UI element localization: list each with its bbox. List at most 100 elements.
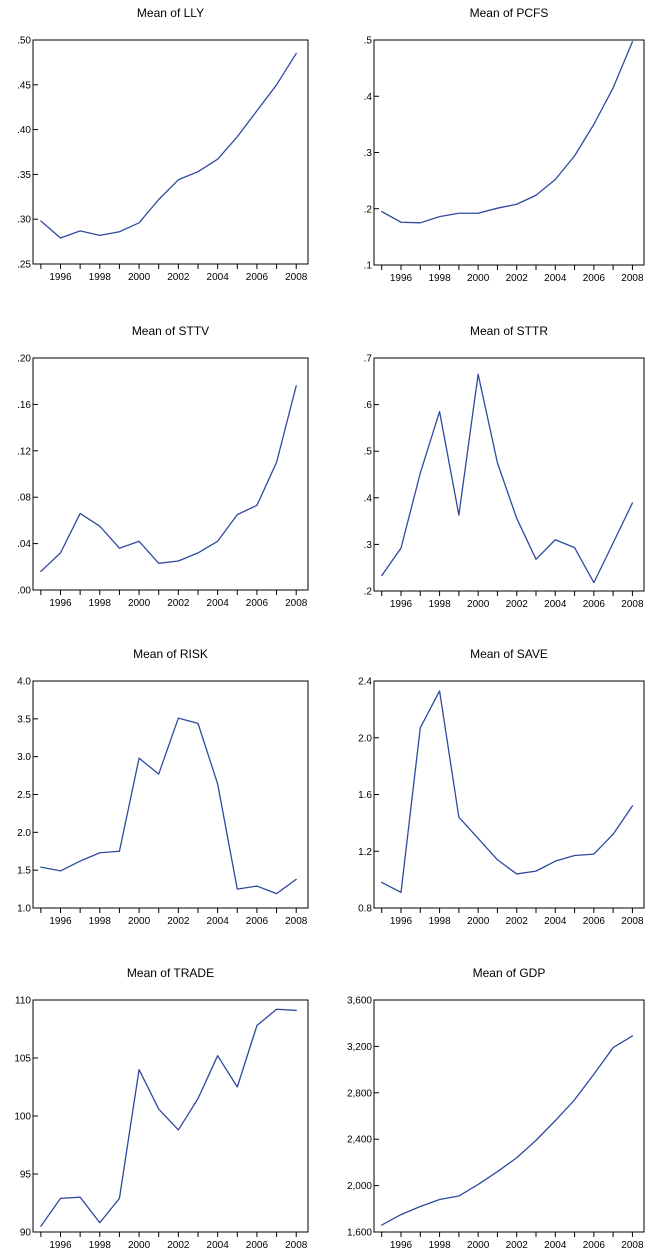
x-tick-label: 2002 <box>167 598 190 609</box>
chart-panel-7: Mean of GDP 1,600 2,000 2,400 2,800 3,200 3,60… <box>347 966 645 1251</box>
y-tick-label: 100 <box>14 1112 31 1123</box>
plot-frame <box>373 999 645 1233</box>
x-tick-label: 1996 <box>49 916 72 927</box>
chart-title: Mean of LLY <box>137 6 204 20</box>
series-line <box>381 373 634 584</box>
x-tick-label: 2008 <box>285 598 308 609</box>
x-tick-label: 1998 <box>89 916 112 927</box>
x-tick-label: 2002 <box>506 916 529 927</box>
x-tick-label: 2008 <box>621 1240 644 1251</box>
chart-title: Mean of STTV <box>132 324 209 338</box>
x-tick-label: 2008 <box>285 1240 308 1251</box>
y-tick-label: 2.0 <box>358 733 372 744</box>
plot-frame <box>373 357 645 592</box>
x-tick-label: 2002 <box>506 273 529 284</box>
x-tick-label: 2002 <box>506 1240 529 1251</box>
x-tick-label: 2004 <box>207 598 230 609</box>
y-tick-label: 110 <box>15 996 31 1007</box>
chart-title: Mean of PCFS <box>470 6 549 20</box>
plot-frame <box>373 680 645 909</box>
y-tick-label: 1.0 <box>17 904 31 915</box>
y-tick-label: 90 <box>20 1228 32 1239</box>
y-tick-label: .5 <box>364 447 373 458</box>
x-tick-label: 2004 <box>207 1240 230 1251</box>
x-tick-label: 2006 <box>246 1240 269 1251</box>
series-line <box>40 52 297 239</box>
x-tick-label: 1998 <box>428 273 451 284</box>
x-tick-label: 2004 <box>207 272 230 283</box>
x-tick-label: 1998 <box>428 599 451 610</box>
x-tick-label: 2006 <box>583 273 606 284</box>
x-tick-label: 1996 <box>49 1240 72 1251</box>
y-tick-label: 0.8 <box>358 904 372 915</box>
y-tick-label: .20 <box>17 354 31 365</box>
x-tick-label: 1996 <box>390 273 413 284</box>
y-tick-label: .08 <box>17 493 31 504</box>
x-tick-label: 1998 <box>89 1240 112 1251</box>
series-line <box>40 385 297 573</box>
series-line <box>40 717 297 895</box>
y-tick-label: .5 <box>364 36 373 47</box>
x-tick-label: 1998 <box>89 598 112 609</box>
x-tick-label: 2002 <box>506 599 529 610</box>
x-tick-label: 2002 <box>167 916 190 927</box>
chart-panel-0: Mean of LLY .25 .30 .35 .40 .45 .50 1996 1998 200… <box>17 6 309 283</box>
y-tick-label: .00 <box>17 586 31 597</box>
x-tick-label: 2006 <box>246 598 269 609</box>
y-tick-label: .4 <box>364 92 373 103</box>
chart-panel-1: Mean of PCFS .1 .2 .3 .4 .5 1996 1998 2000 2002 20… <box>364 6 645 284</box>
y-tick-label: .7 <box>364 354 373 365</box>
plot-frame <box>32 680 309 909</box>
y-tick-label: 3.5 <box>17 714 31 725</box>
x-tick-label: 2008 <box>285 272 308 283</box>
y-tick-label: .30 <box>17 215 31 226</box>
x-tick-label: 2006 <box>583 916 606 927</box>
y-tick-label: 1.2 <box>358 847 372 858</box>
x-tick-label: 2000 <box>467 599 490 610</box>
x-tick-label: 1996 <box>49 272 72 283</box>
y-tick-label: .1 <box>364 261 373 272</box>
x-tick-label: 1996 <box>390 599 413 610</box>
y-tick-label: .12 <box>17 446 31 457</box>
series-line <box>40 1008 297 1227</box>
plot-frame <box>373 39 645 266</box>
chart-title: Mean of GDP <box>473 966 546 980</box>
x-tick-label: 2006 <box>583 599 606 610</box>
y-tick-label: 2.5 <box>17 790 31 801</box>
x-tick-label: 2008 <box>285 916 308 927</box>
x-tick-label: 1998 <box>428 1240 451 1251</box>
y-tick-label: .25 <box>17 260 31 271</box>
y-tick-label: 95 <box>20 1170 32 1181</box>
y-tick-label: 2.4 <box>358 677 372 688</box>
y-tick-label: .45 <box>17 80 31 91</box>
y-tick-label: 2,000 <box>347 1181 372 1192</box>
x-tick-label: 2004 <box>544 1240 567 1251</box>
x-tick-label: 2000 <box>467 1240 490 1251</box>
x-tick-label: 1998 <box>428 916 451 927</box>
chart-panel-5: Mean of SAVE 0.8 1.2 1.6 2.0 2.4 1996 1998 2000 2… <box>358 647 645 927</box>
x-tick-label: 1996 <box>390 1240 413 1251</box>
x-tick-label: 2000 <box>128 1240 151 1251</box>
x-tick-label: 2008 <box>621 916 644 927</box>
y-tick-label: .04 <box>17 539 31 550</box>
y-tick-label: 1,600 <box>347 1228 372 1239</box>
y-tick-label: 2,400 <box>347 1135 372 1146</box>
y-tick-label: 3,600 <box>347 996 372 1007</box>
y-tick-label: 3.0 <box>17 752 31 763</box>
x-tick-label: 2004 <box>544 916 567 927</box>
x-tick-label: 2000 <box>128 916 151 927</box>
x-tick-label: 1996 <box>390 916 413 927</box>
x-tick-label: 2002 <box>167 1240 190 1251</box>
x-tick-label: 2000 <box>128 272 151 283</box>
x-tick-label: 2006 <box>246 916 269 927</box>
x-tick-label: 2000 <box>467 273 490 284</box>
x-tick-label: 2006 <box>583 1240 606 1251</box>
chart-panel-3: Mean of STTR .2 .3 .4 .5 .6 .7 1996 1998 2000 2002… <box>364 324 645 610</box>
x-tick-label: 2008 <box>621 599 644 610</box>
y-tick-label: 105 <box>14 1054 31 1065</box>
y-tick-label: .35 <box>17 170 31 181</box>
x-tick-label: 2004 <box>544 273 567 284</box>
x-tick-label: 2004 <box>544 599 567 610</box>
y-tick-label: .50 <box>17 36 31 47</box>
